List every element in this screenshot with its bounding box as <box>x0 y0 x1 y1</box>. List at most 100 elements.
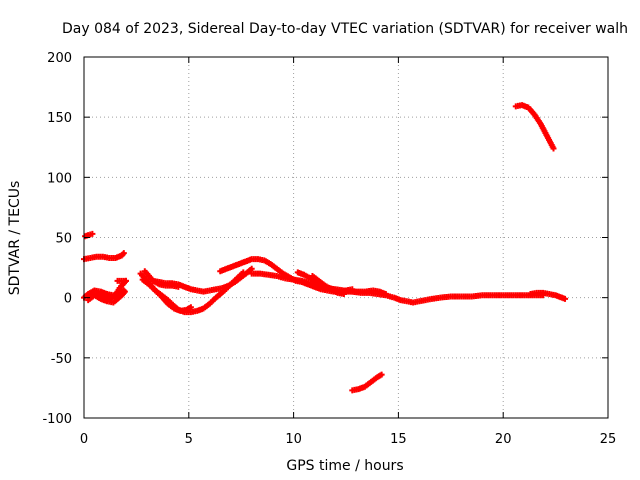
data-series-arc-q <box>349 371 385 394</box>
data-point-run <box>292 276 303 284</box>
data-point-run <box>86 288 96 297</box>
data-point-run <box>309 280 320 289</box>
axis-ticks: 0 5 10 15 20 25 -100 -50 0 50 100 150 200 <box>42 51 616 447</box>
x-tick-label: 25 <box>600 432 617 447</box>
data-point-run <box>329 287 340 295</box>
data-point-run <box>257 256 266 263</box>
data-point-run <box>542 290 551 297</box>
data-point-run <box>554 292 564 301</box>
data-point-run <box>118 281 126 290</box>
data-series-arc-l <box>248 270 547 306</box>
data-point-run <box>189 308 199 315</box>
data-point-run <box>259 270 270 278</box>
data-point-run <box>363 287 375 295</box>
data-point <box>378 371 385 378</box>
data-point-run <box>520 102 530 110</box>
data-point-run <box>153 288 163 298</box>
data-point-run <box>214 288 227 300</box>
data-point-run <box>138 272 147 280</box>
data-point-run <box>267 272 278 279</box>
data-point-run <box>284 275 295 283</box>
data-point-run <box>535 289 544 296</box>
data-point-run <box>245 266 254 275</box>
y-tick-label: -50 <box>51 352 72 367</box>
data-point-run <box>185 305 193 312</box>
data-point-run <box>296 269 306 278</box>
data-point-run <box>160 293 170 302</box>
data-point-run <box>250 270 261 277</box>
data-point-run <box>372 287 381 295</box>
data-point-run <box>311 274 321 283</box>
data-point-run <box>111 297 120 305</box>
data-point-run <box>147 274 155 283</box>
y-tick-label: 150 <box>47 111 72 126</box>
data-point-run <box>171 280 180 288</box>
data-point-run <box>431 294 442 302</box>
data-point-run <box>176 307 187 315</box>
data-point-run <box>208 296 218 306</box>
data-series-arc-f <box>114 277 129 284</box>
data-point-run <box>208 286 217 294</box>
y-tick-label: 200 <box>47 51 72 66</box>
data-point-run <box>99 289 109 297</box>
data-point-run <box>220 283 231 291</box>
data-point-run <box>101 254 111 261</box>
data-point-run <box>82 292 90 300</box>
data-point-run <box>323 283 333 292</box>
data-point-run <box>355 288 366 295</box>
data-point-run <box>302 272 312 281</box>
x-tick-label: 5 <box>185 432 193 447</box>
data-point-run <box>176 282 187 290</box>
data-series-arc-r <box>512 102 557 152</box>
data-point-run <box>107 293 117 301</box>
data-point-run <box>301 278 312 286</box>
y-tick-label: 100 <box>47 171 72 186</box>
x-tick-label: 15 <box>390 432 407 447</box>
data-point-run <box>237 259 247 267</box>
data-point <box>562 295 569 302</box>
data-point-run <box>399 297 408 304</box>
data-point-run <box>424 296 433 303</box>
data-point-run <box>526 105 537 117</box>
x-tick-label: 0 <box>80 432 88 447</box>
data-point-run <box>115 293 124 301</box>
data-point <box>550 145 557 152</box>
data-point <box>382 291 389 298</box>
data-point-run <box>166 301 176 311</box>
data-point <box>89 230 96 237</box>
data-point-run <box>227 279 237 288</box>
data-point-run <box>262 258 272 267</box>
data-point-run <box>418 297 427 304</box>
data-point-run <box>106 291 115 298</box>
y-axis-title: SDTVAR / TECUs <box>7 181 23 296</box>
data-point-run <box>172 304 180 312</box>
data-point-run <box>529 290 538 297</box>
data-points <box>81 102 569 394</box>
data-point-run <box>363 380 373 389</box>
data-point-run <box>141 277 151 287</box>
data-point-run <box>250 256 259 263</box>
data-point-run <box>143 269 151 278</box>
data-point-run <box>196 287 205 295</box>
data-point <box>120 250 127 257</box>
data-point-run <box>152 278 161 285</box>
data-point-run <box>514 102 523 109</box>
data-point <box>121 288 128 295</box>
data-point-run <box>101 294 111 302</box>
data-point-run <box>183 309 192 316</box>
data-point-run <box>231 261 241 269</box>
data-point-run <box>225 263 235 272</box>
data-point-run <box>369 375 379 384</box>
data-point-run <box>375 372 384 380</box>
data-point-run <box>166 298 176 308</box>
data-point-run <box>317 279 327 288</box>
data-point-run <box>147 282 157 292</box>
data-point-run <box>338 288 349 295</box>
data-point-run <box>275 266 285 276</box>
data-point-run <box>189 286 199 294</box>
data-series-arc-o <box>336 287 389 298</box>
data-point-run <box>412 298 421 306</box>
data-point-run <box>351 386 360 393</box>
y-tick-label: 50 <box>55 232 72 247</box>
data-series-arc-j <box>150 265 255 295</box>
